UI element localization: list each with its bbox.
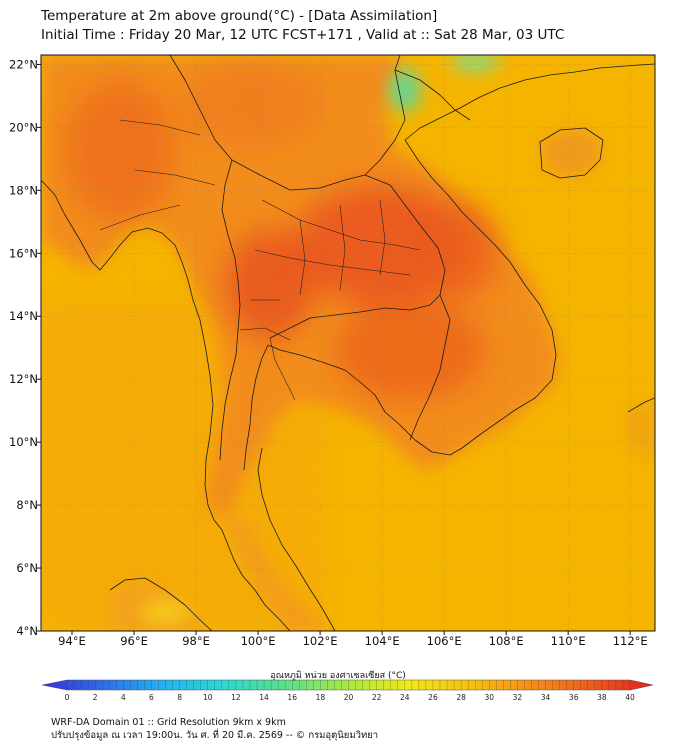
footer-block: WRF-DA Domain 01 :: Grid Resolution 9km …: [51, 716, 378, 742]
lon-tick-label: 98°E: [182, 634, 210, 648]
colorbar-tick-label: 2: [93, 693, 98, 702]
border-cambodia-vietnam: [409, 294, 451, 441]
map-frame: [40, 54, 656, 632]
hot-core-north-myanmar: [180, 65, 320, 145]
lat-tick-label: 22°N: [9, 57, 38, 71]
lat-tick-label: 8°N: [16, 498, 38, 512]
hot-core-myanmar: [65, 80, 175, 220]
colorbar-tick-label: 40: [625, 693, 635, 702]
colorbar-tick-label: 38: [597, 693, 607, 702]
border-china-laos: [394, 69, 471, 121]
colorbar-tick-label: 24: [400, 693, 410, 702]
colorbar-tick-label: 16: [287, 693, 297, 702]
coastline-gulf-of-thailand: [243, 344, 463, 471]
colorbar-tick-label: 0: [65, 693, 70, 702]
colorbar-title: อุณหภูมิ หน่วย องศาเซลเซียส (°C): [270, 671, 406, 681]
coastline-and-borders: [41, 55, 655, 631]
cool-spot-south-china: [451, 55, 499, 72]
lon-tick-label: 110°E: [551, 634, 586, 648]
cool-spot-yunnan: [389, 68, 421, 112]
coastline-vietnam-east: [404, 63, 655, 449]
colorbar: 0 2 4 6 8 10 12 14 16 18 20 22 24 26 28 30 32 34 36 38 40: [41, 679, 654, 702]
border-thailand-myanmar: [219, 159, 241, 461]
longitude-axis: 94°E 96°E 98°E 100°E 102°E 104°E 106°E 108°E 110…: [58, 631, 648, 648]
lon-tick-label: 100°E: [241, 634, 276, 648]
lon-tick-label: 102°E: [303, 634, 338, 648]
footer-model-info: WRF-DA Domain 01 :: Grid Resolution 9km …: [51, 717, 286, 728]
colorbar-tick-label: 26: [428, 693, 438, 702]
latitude-axis: 22°N 20°N 18°N 16°N 14°N 12°N 10°N 8°N 6°N 4°N: [9, 57, 41, 638]
lat-tick-label: 18°N: [9, 183, 38, 197]
map-plot-area: [41, 55, 655, 631]
lon-tick-label: 104°E: [365, 634, 400, 648]
border-myanmar-north: [169, 55, 233, 161]
heat-core-field: [65, 65, 500, 400]
lat-tick-label: 12°N: [9, 372, 38, 386]
border-thailand-laos: [231, 159, 446, 339]
colorbar-tick-label: 20: [344, 693, 354, 702]
lat-tick-label: 10°N: [9, 435, 38, 449]
lon-tick-label: 96°E: [120, 634, 148, 648]
lon-tick-label: 106°E: [427, 634, 462, 648]
map-gridlines: [41, 55, 655, 631]
coastline-bay-of-bengal: [41, 179, 291, 631]
colorbar-tick-label: 22: [372, 693, 382, 702]
colorbar-tick-label: 28: [456, 693, 466, 702]
coastline-borneo: [627, 397, 655, 413]
border-thai-provinces: [239, 199, 421, 401]
lon-tick-label: 112°E: [613, 634, 648, 648]
land-malay-peninsula-field: [228, 510, 330, 631]
colorbar-tick-label: 34: [541, 693, 551, 702]
land-borneo-field: [625, 400, 655, 460]
colorbar-tick-label: 30: [484, 693, 494, 702]
lat-tick-label: 4°N: [16, 624, 38, 638]
chart-title: Temperature at 2m above ground(°C) - [Da…: [41, 8, 438, 24]
border-myanmar-states: [99, 119, 216, 231]
colorbar-tick-label: 32: [513, 693, 523, 702]
colorbar-tick-label: 36: [569, 693, 579, 702]
colorbar-tick-label: 12: [231, 693, 241, 702]
coastline-sumatra: [109, 577, 213, 631]
coastline-malay-east: [257, 447, 336, 631]
colorbar-tick-label: 6: [149, 693, 154, 702]
lat-tick-label: 20°N: [9, 120, 38, 134]
hot-core-cambodia: [335, 300, 485, 400]
lon-tick-label: 108°E: [489, 634, 524, 648]
hot-core-central: [225, 230, 315, 340]
colorbar-tick-label: 4: [121, 693, 126, 702]
cool-spot-sumatra: [140, 600, 190, 624]
chart-subtitle: Initial Time : Friday 20 Mar, 12 UTC FCS…: [41, 27, 565, 43]
lat-tick-label: 6°N: [16, 561, 38, 575]
lat-tick-label: 16°N: [9, 246, 38, 260]
lat-tick-label: 14°N: [9, 309, 38, 323]
coastline-hainan: [539, 127, 604, 179]
colorbar-tick-label: 8: [177, 693, 182, 702]
chart-title-block: Temperature at 2m above ground(°C) - [Da…: [41, 7, 564, 45]
lon-tick-label: 94°E: [58, 634, 86, 648]
colorbar-tick-label: 18: [316, 693, 326, 702]
hot-core-laos: [410, 200, 500, 300]
footer-update-info: ปรับปรุงข้อมูล ณ เวลา 19:00น. วัน ศ. ที่…: [51, 730, 379, 741]
colorbar-tick-label: 14: [259, 693, 269, 702]
colorbar-tick-label: 10: [203, 693, 213, 702]
land-hainan-field: [538, 128, 603, 178]
